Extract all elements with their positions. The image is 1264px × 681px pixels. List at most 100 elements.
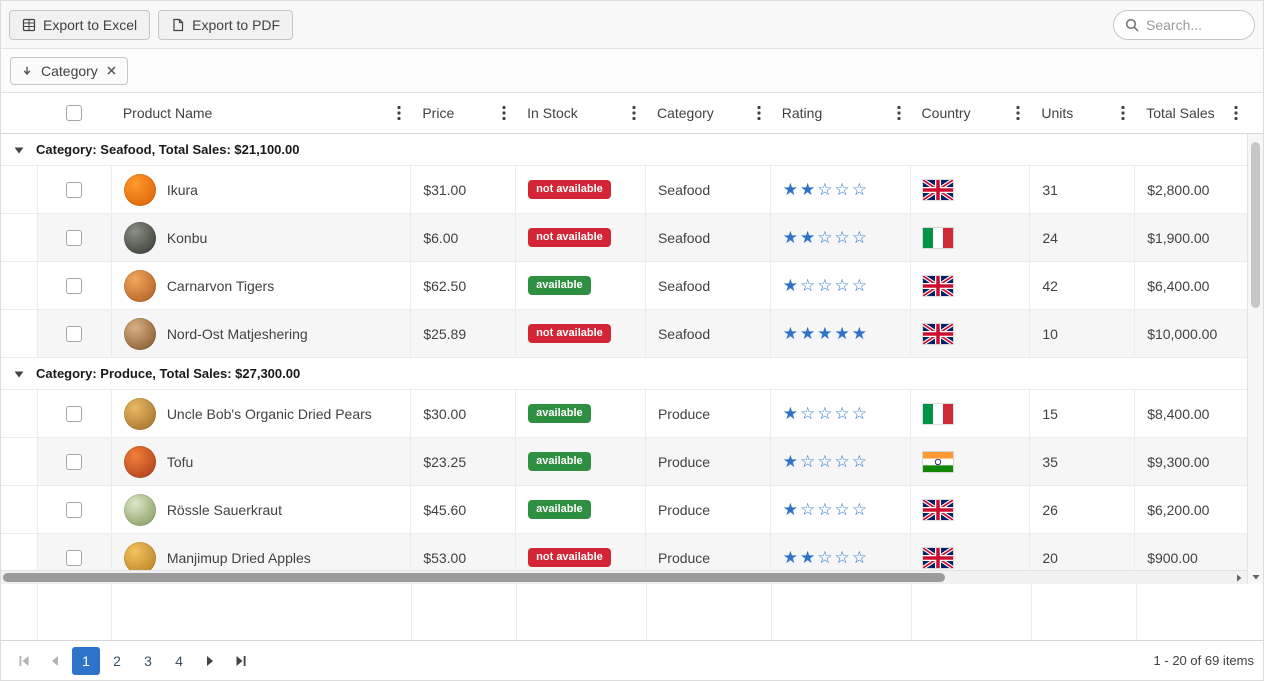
group-chip-category[interactable]: Category (10, 56, 128, 85)
category-cell: Produce (644, 438, 770, 485)
collapse-group-icon[interactable] (14, 369, 36, 379)
column-menu-icon[interactable] (397, 105, 401, 121)
star-empty-icon: ☆ (834, 276, 852, 295)
column-header-country[interactable]: Country (910, 93, 1030, 133)
rating-cell: ★★★★★ (769, 310, 910, 357)
row-checkbox[interactable] (66, 549, 83, 566)
row-checkbox[interactable] (66, 501, 83, 518)
stock-cell: not available (515, 166, 645, 213)
star-filled-icon: ★ (834, 324, 852, 343)
table-row-ikura: Ikura $31.00 not available Seafood ★★☆☆☆ 31 $2… (1, 166, 1247, 214)
horizontal-scrollbar-thumb[interactable] (3, 573, 945, 582)
column-menu-icon[interactable] (502, 105, 506, 121)
search-input[interactable] (1146, 16, 1243, 33)
vertical-scrollbar[interactable] (1247, 134, 1263, 584)
column-header-category[interactable]: Category (645, 93, 770, 133)
total-sales-value: $2,800.00 (1147, 181, 1210, 198)
column-header-total-sales[interactable]: Total Sales (1134, 93, 1247, 133)
row-checkbox[interactable] (66, 229, 83, 246)
product-image (123, 397, 156, 430)
category-cell: Produce (644, 486, 770, 533)
rating-cell: ★☆☆☆☆ (769, 486, 910, 533)
total-sales-value: $9,300.00 (1147, 453, 1210, 470)
page-button-2[interactable]: 2 (103, 647, 131, 675)
horizontal-scrollbar[interactable] (1, 570, 1247, 584)
star-empty-icon: ☆ (817, 548, 835, 567)
empty-cell (516, 584, 646, 640)
remove-group-icon[interactable] (106, 65, 117, 76)
star-empty-icon: ☆ (851, 228, 869, 247)
row-checkbox[interactable] (66, 405, 83, 422)
scroll-down-arrow-icon[interactable] (1251, 572, 1261, 582)
export-excel-label: Export to Excel (43, 16, 138, 33)
price-value: $62.50 (423, 277, 467, 294)
group-header-row[interactable]: Category: Produce, Total Sales: $27,300.… (1, 358, 1247, 390)
previous-page-button[interactable] (41, 647, 69, 675)
row-indent-cell (1, 390, 37, 437)
stock-cell: available (515, 486, 645, 533)
column-header-label: Rating (781, 105, 823, 121)
star-empty-icon: ☆ (851, 500, 869, 519)
row-checkbox[interactable] (66, 453, 83, 470)
column-header-label: Units (1041, 105, 1074, 121)
star-filled-icon: ★ (800, 228, 818, 247)
group-header-row[interactable]: Category: Seafood, Total Sales: $21,100.… (1, 134, 1247, 166)
vertical-scrollbar-thumb[interactable] (1251, 142, 1260, 308)
column-menu-icon[interactable] (1016, 105, 1020, 121)
price-value: $53.00 (423, 549, 467, 566)
page-button-4[interactable]: 4 (165, 647, 193, 675)
row-checkbox-cell (36, 310, 111, 357)
search-box[interactable] (1113, 9, 1255, 40)
category-value: Seafood (657, 229, 711, 246)
column-header-in-stock[interactable]: In Stock (515, 93, 645, 133)
column-header-price[interactable]: Price (410, 93, 515, 133)
product-name-cell: Rössle Sauerkraut (110, 486, 411, 533)
star-filled-icon: ★ (782, 180, 800, 199)
export-excel-button[interactable]: Export to Excel (9, 9, 151, 40)
first-page-button[interactable] (10, 647, 38, 675)
column-menu-icon[interactable] (1121, 105, 1125, 121)
star-empty-icon: ☆ (851, 276, 869, 295)
row-indent-cell (1, 534, 37, 570)
row-checkbox[interactable] (66, 181, 83, 198)
product-image (123, 173, 156, 206)
column-menu-icon[interactable] (632, 105, 636, 121)
row-checkbox[interactable] (66, 277, 83, 294)
rating-stars: ★☆☆☆☆ (783, 501, 869, 518)
star-empty-icon: ☆ (834, 452, 852, 471)
page-button-1[interactable]: 1 (72, 646, 100, 675)
units-cell: 15 (1029, 390, 1135, 437)
total-sales-value: $6,200.00 (1147, 501, 1210, 518)
total-sales-value: $1,900.00 (1147, 229, 1210, 246)
next-page-button[interactable] (196, 647, 224, 675)
italy-flag-icon (922, 403, 953, 424)
column-menu-icon[interactable] (757, 105, 761, 121)
column-header-product-name[interactable]: Product Name (111, 93, 411, 133)
column-header-rating[interactable]: Rating (770, 93, 910, 133)
collapse-group-icon[interactable] (14, 145, 36, 155)
category-cell: Seafood (644, 262, 770, 309)
product-image (123, 493, 156, 526)
category-value: Produce (657, 549, 711, 566)
product-name: Tofu (166, 453, 194, 470)
column-menu-icon[interactable] (896, 105, 901, 121)
export-pdf-button[interactable]: Export to PDF (158, 9, 294, 40)
select-all-checkbox[interactable] (65, 105, 82, 121)
category-cell: Seafood (644, 310, 770, 357)
last-page-button[interactable] (227, 647, 255, 675)
product-name-cell: Tofu (110, 438, 411, 485)
column-header-units[interactable]: Units (1029, 93, 1134, 133)
column-menu-icon[interactable] (1234, 105, 1238, 121)
column-header-label: Country (921, 105, 971, 121)
table-row-nord-ost-matjeshering: Nord-Ost Matjeshering $25.89 not available… (1, 310, 1247, 358)
row-checkbox[interactable] (66, 325, 83, 342)
page-button-3[interactable]: 3 (134, 647, 162, 675)
country-cell (909, 214, 1030, 261)
grid-body: Category: Seafood, Total Sales: $21,100.… (1, 134, 1247, 570)
pdf-file-icon (171, 18, 185, 32)
star-empty-icon: ☆ (817, 500, 835, 519)
star-filled-icon: ★ (817, 324, 835, 343)
product-image (123, 317, 156, 350)
scroll-right-arrow-icon[interactable] (1234, 573, 1244, 583)
